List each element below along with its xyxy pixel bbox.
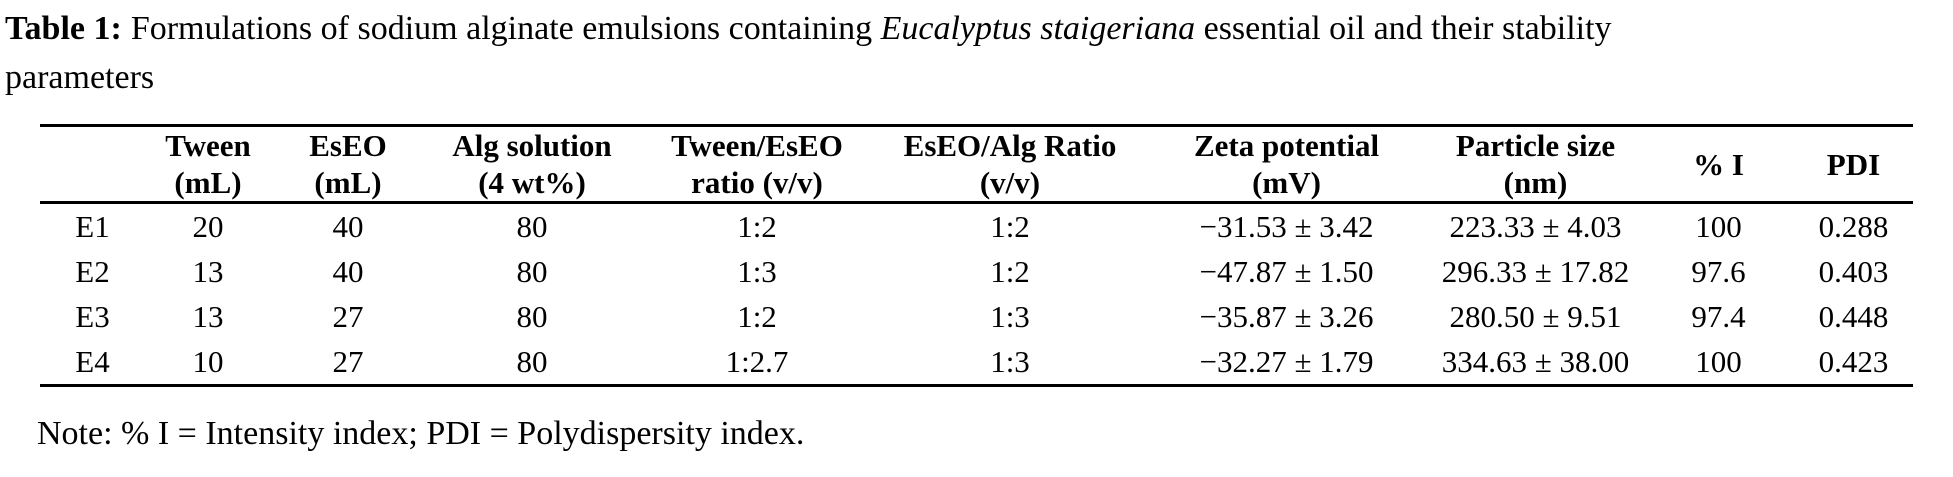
table-cell: 1:3 bbox=[737, 254, 777, 289]
col-header-percent-i: % I bbox=[1643, 125, 1794, 204]
col-header-pdi: PDI bbox=[1794, 125, 1913, 204]
table-row: E3 13 27 80 1:2 1:3 −35.87 ± 3.26 280.50… bbox=[40, 294, 1913, 339]
table-header-row: Tween (mL) EsEO (mL) Alg solution (4 wt%) T… bbox=[40, 125, 1913, 204]
col-header-eseo-alg-ratio: EsEO/Alg Ratio (v/v) bbox=[875, 125, 1145, 204]
row-label: E4 bbox=[75, 344, 110, 379]
table-cell: 296.33 ± 17.82 bbox=[1441, 254, 1630, 289]
table-cell: 1:2.7 bbox=[725, 344, 789, 379]
table-cell: 40 bbox=[332, 254, 364, 289]
table-cell: 13 bbox=[192, 254, 224, 289]
table-cell: −31.53 ± 3.42 bbox=[1199, 209, 1374, 244]
table-row: E1 20 40 80 1:2 1:2 −31.53 ± 3.42 223.33… bbox=[40, 203, 1913, 250]
col-header-tween-eseo-ratio: Tween/EsEO ratio (v/v) bbox=[639, 125, 875, 204]
table-cell: 0.288 bbox=[1818, 209, 1889, 244]
row-label: E3 bbox=[75, 299, 110, 334]
table-cell: 223.33 ± 4.03 bbox=[1449, 209, 1622, 244]
row-label: E2 bbox=[75, 254, 110, 289]
col-header-particle-size: Particle size (nm) bbox=[1428, 125, 1643, 204]
table-cell: −35.87 ± 3.26 bbox=[1199, 299, 1374, 334]
table-cell: 0.423 bbox=[1818, 344, 1889, 379]
table-cell: 80 bbox=[516, 344, 548, 379]
table-cell: 27 bbox=[332, 299, 364, 334]
row-label: E1 bbox=[75, 209, 110, 244]
table-cell: 1:3 bbox=[990, 299, 1030, 334]
table-caption-line2: parameters bbox=[5, 59, 155, 96]
table-caption: Table 1: Formulations of sodium alginate … bbox=[0, 4, 1953, 53]
caption-text-before-italic: Formulations of sodium alginate emulsion… bbox=[130, 10, 873, 47]
caption-text-after-italic: essential oil and their stability bbox=[1203, 10, 1612, 47]
table-cell: −32.27 ± 1.79 bbox=[1199, 344, 1374, 379]
table-cell: 97.4 bbox=[1691, 299, 1746, 334]
col-header-tween: Tween (mL) bbox=[145, 125, 271, 204]
table-cell: 27 bbox=[332, 344, 364, 379]
table-cell: 334.63 ± 38.00 bbox=[1441, 344, 1630, 379]
table-cell: 1:3 bbox=[990, 344, 1030, 379]
table-cell: 100 bbox=[1695, 344, 1742, 379]
table-cell: 0.448 bbox=[1818, 299, 1889, 334]
table-cell: 80 bbox=[516, 209, 548, 244]
table-cell: 280.50 ± 9.51 bbox=[1449, 299, 1622, 334]
table-cell: −47.87 ± 1.50 bbox=[1199, 254, 1374, 289]
table-row: E2 13 40 80 1:3 1:2 −47.87 ± 1.50 296.33… bbox=[40, 249, 1913, 294]
table-cell: 1:2 bbox=[990, 209, 1030, 244]
table-cell: 20 bbox=[192, 209, 224, 244]
col-header-zeta-potential: Zeta potential (mV) bbox=[1145, 125, 1428, 204]
col-header-alg-solution: Alg solution (4 wt%) bbox=[425, 125, 639, 204]
formulations-table: Tween (mL) EsEO (mL) Alg solution (4 wt%) T… bbox=[40, 124, 1913, 387]
table-note: Note: % I = Intensity index; PDI = Polyd… bbox=[37, 415, 805, 452]
table-cell: 97.6 bbox=[1691, 254, 1746, 289]
table-cell: 1:2 bbox=[737, 209, 777, 244]
table-cell: 1:2 bbox=[990, 254, 1030, 289]
col-header-empty bbox=[40, 125, 145, 204]
table-cell: 80 bbox=[516, 254, 548, 289]
table-cell: 10 bbox=[192, 344, 224, 379]
table-cell: 80 bbox=[516, 299, 548, 334]
col-header-eseo: EsEO (mL) bbox=[271, 125, 425, 204]
table-cell: 100 bbox=[1695, 209, 1742, 244]
table-cell: 40 bbox=[332, 209, 364, 244]
table-cell: 13 bbox=[192, 299, 224, 334]
caption-species-name: Eucalyptus staigeriana bbox=[880, 10, 1196, 47]
table-row: E4 10 27 80 1:2.7 1:3 −32.27 ± 1.79 334.… bbox=[40, 339, 1913, 386]
table-caption-label: Table 1: bbox=[5, 10, 122, 47]
table-cell: 0.403 bbox=[1818, 254, 1889, 289]
table-cell: 1:2 bbox=[737, 299, 777, 334]
